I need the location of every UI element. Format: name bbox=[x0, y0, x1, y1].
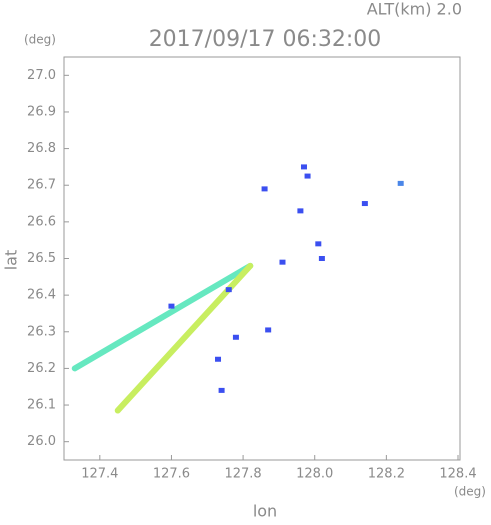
echo-point bbox=[318, 256, 325, 261]
chart-title: 2017/09/17 06:32:00 bbox=[149, 27, 382, 52]
y-tick-label: 26.1 bbox=[27, 398, 56, 413]
y-tick-label: 26.8 bbox=[27, 141, 56, 156]
y-tick-label: 26.7 bbox=[27, 178, 56, 193]
y-tick-label: 26.2 bbox=[27, 361, 56, 376]
x-tick-label: 127.6 bbox=[153, 467, 190, 482]
echo-point bbox=[397, 180, 404, 186]
x-tick-label: 128.4 bbox=[439, 467, 476, 482]
echo-point bbox=[225, 287, 232, 293]
echo-point bbox=[279, 259, 286, 265]
echo-point bbox=[168, 303, 175, 309]
x-unit: (deg) bbox=[454, 485, 486, 499]
echo-point bbox=[315, 241, 322, 247]
echo-point bbox=[265, 327, 272, 333]
y-tick-label: 26.6 bbox=[27, 214, 56, 229]
y-tick-label: 26.9 bbox=[27, 104, 56, 119]
echo-point bbox=[215, 356, 222, 362]
x-tick-label: 127.4 bbox=[81, 467, 118, 482]
echo-point bbox=[218, 387, 225, 393]
x-tick-label: 128.0 bbox=[296, 467, 333, 482]
echo-point bbox=[304, 173, 311, 179]
annotation: ALT(km) 2.0 bbox=[367, 0, 462, 19]
echo-point bbox=[232, 334, 239, 340]
y-axis-label: lat bbox=[2, 250, 21, 271]
y-tick-label: 26.3 bbox=[27, 324, 56, 339]
plot-frame bbox=[63, 56, 461, 461]
echo-point bbox=[361, 201, 368, 207]
x-axis-label: lon bbox=[253, 502, 277, 521]
echo-point bbox=[300, 164, 307, 170]
y-tick-label: 26.5 bbox=[27, 251, 56, 266]
x-tick-label: 128.2 bbox=[368, 467, 405, 482]
echo-point bbox=[297, 208, 304, 214]
x-tick-label: 127.8 bbox=[224, 467, 261, 482]
y-tick-label: 27.0 bbox=[27, 68, 56, 83]
y-tick-label: 26.4 bbox=[27, 288, 56, 303]
echo-streak bbox=[71, 262, 254, 372]
echo-point bbox=[261, 186, 268, 192]
y-tick-label: 26.0 bbox=[27, 434, 56, 449]
y-unit: (deg) bbox=[24, 33, 56, 47]
